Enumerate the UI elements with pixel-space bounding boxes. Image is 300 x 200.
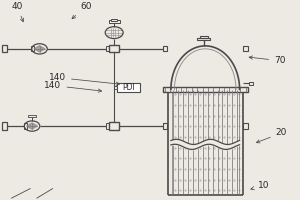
Polygon shape — [34, 46, 45, 52]
Bar — [106, 46, 109, 51]
Bar — [110, 122, 119, 130]
Bar — [243, 123, 248, 129]
Bar — [109, 20, 119, 23]
Bar — [243, 46, 248, 51]
Bar — [163, 87, 248, 92]
Text: 140: 140 — [49, 73, 119, 85]
Polygon shape — [27, 123, 38, 129]
Bar — [197, 38, 210, 40]
Text: 70: 70 — [249, 56, 286, 65]
Bar — [31, 46, 34, 51]
Bar — [24, 123, 27, 129]
Text: 140: 140 — [44, 81, 102, 92]
Text: 40: 40 — [11, 2, 24, 22]
Bar — [2, 45, 7, 52]
Bar — [117, 83, 140, 92]
Bar — [163, 123, 167, 129]
Bar — [28, 115, 36, 117]
Text: 60: 60 — [72, 2, 92, 19]
Bar — [200, 36, 208, 38]
Bar — [106, 123, 109, 129]
Text: PDI: PDI — [122, 83, 135, 92]
Bar — [110, 45, 119, 52]
Bar — [111, 19, 117, 21]
Bar — [2, 122, 7, 130]
Text: 20: 20 — [256, 128, 287, 143]
Text: 10: 10 — [251, 181, 269, 190]
Bar — [163, 46, 167, 51]
Bar — [249, 82, 253, 85]
